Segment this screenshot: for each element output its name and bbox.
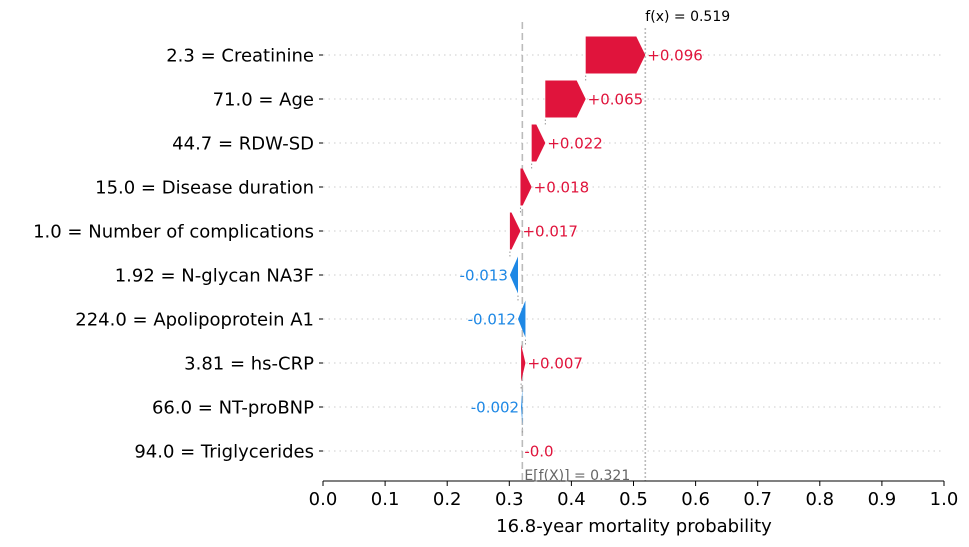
x-tick-label: 0.0 [309, 489, 338, 510]
value-label: -0.013 [460, 267, 508, 285]
value-label: +0.096 [647, 47, 703, 65]
waterfall-bar [517, 300, 526, 338]
value-label: -0.002 [471, 399, 519, 417]
value-label: +0.017 [522, 223, 578, 241]
waterfall-bar [521, 344, 526, 382]
feature-label: 2.3 = Creatinine [166, 46, 314, 67]
feature-label: 71.0 = Age [213, 90, 314, 111]
waterfall-bar [509, 256, 518, 294]
value-label: +0.018 [534, 179, 590, 197]
x-tick-label: 0.4 [557, 489, 586, 510]
base-value-label: E[f(X)] = 0.321 [524, 468, 630, 484]
grid-lines [323, 54, 944, 452]
waterfall-bar [531, 124, 546, 162]
waterfall-bar [521, 388, 523, 426]
x-tick-label: 1.0 [930, 489, 959, 510]
x-tick-label: 0.1 [371, 489, 400, 510]
feature-label: 94.0 = Triglycerides [134, 442, 314, 463]
x-tick-label: 0.5 [619, 489, 648, 510]
x-tick-label: 0.8 [805, 489, 834, 510]
reference-lines [521, 22, 647, 481]
x-tick-label: 0.9 [868, 489, 897, 510]
waterfall-bar [585, 36, 646, 74]
value-label: +0.007 [527, 355, 583, 373]
feature-label: 66.0 = NT-proBNP [152, 398, 314, 419]
value-label: +0.065 [588, 91, 644, 109]
value-label: -0.0 [524, 443, 553, 461]
bars: +0.096 +0.065 +0.022 +0.018 +0.017 -0.013 -0.0… [460, 36, 703, 461]
feature-label: 15.0 = Disease duration [95, 178, 314, 199]
feature-label: 224.0 = Apolipoprotein A1 [75, 310, 314, 331]
x-axis: 0.0 0.1 0.2 0.3 0.4 0.5 0.6 0.7 0.8 0.9 1.0 [309, 480, 959, 510]
x-tick-label: 0.7 [743, 489, 772, 510]
waterfall-bar [545, 80, 586, 118]
value-label: -0.012 [468, 311, 516, 329]
value-label: +0.022 [547, 135, 603, 153]
feature-label: 1.0 = Number of complications [33, 222, 314, 243]
feature-label: 44.7 = RDW-SD [172, 134, 314, 155]
x-tick-label: 0.2 [433, 489, 462, 510]
x-tick-label: 0.3 [495, 489, 524, 510]
output-value-label: f(x) = 0.519 [645, 9, 730, 25]
feature-labels: 2.3 = Creatinine 71.0 = Age 44.7 = RDW-SD 1… [33, 46, 323, 463]
feature-label: 3.81 = hs-CRP [184, 354, 314, 375]
x-axis-title: 16.8-year mortality probability [496, 516, 772, 537]
feature-label: 1.92 = N-glycan NA3F [115, 266, 314, 287]
waterfall-bar [520, 168, 532, 206]
x-tick-label: 0.6 [681, 489, 710, 510]
waterfall-bar [509, 212, 521, 250]
